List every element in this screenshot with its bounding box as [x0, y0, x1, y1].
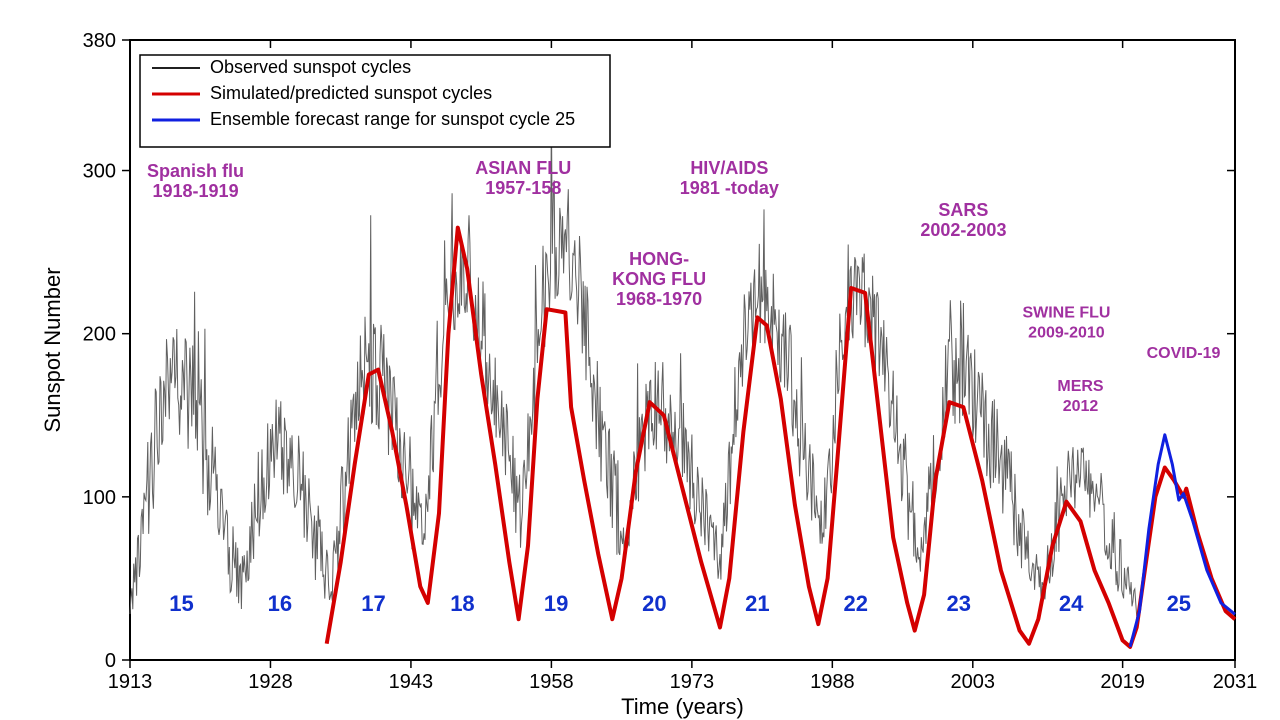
legend-label: Observed sunspot cycles — [210, 57, 411, 77]
x-tick-label: 1928 — [248, 671, 293, 693]
cycle-number: 17 — [361, 591, 385, 616]
pandemic-annotation: HONG- — [629, 249, 689, 269]
cycle-number: 18 — [450, 591, 474, 616]
pandemic-annotation: ASIAN FLU — [475, 158, 571, 178]
y-tick-label: 100 — [83, 487, 116, 509]
pandemic-annotation: 2002-2003 — [920, 220, 1006, 240]
y-tick-label: 300 — [83, 161, 116, 183]
y-tick-label: 0 — [105, 650, 116, 672]
pandemic-annotation: 1981 -today — [680, 178, 779, 198]
x-tick-label: 1958 — [529, 671, 574, 693]
x-tick-label: 2003 — [951, 671, 996, 693]
pandemic-annotation: HIV/AIDS — [690, 158, 768, 178]
pandemic-annotation: SARS — [938, 200, 988, 220]
pandemic-annotation: 1957-158 — [485, 178, 561, 198]
cycle-number: 19 — [544, 591, 568, 616]
x-tick-label: 1913 — [108, 671, 153, 693]
x-tick-label: 1973 — [670, 671, 715, 693]
legend-label: Simulated/predicted sunspot cycles — [210, 83, 492, 103]
sunspot-chart: 1913192819431958197319882003201920310100… — [0, 0, 1280, 720]
x-tick-label: 1943 — [389, 671, 434, 693]
cycle-number: 23 — [947, 591, 971, 616]
x-tick-label: 1988 — [810, 671, 855, 693]
pandemic-annotation: 1918-1919 — [153, 181, 239, 201]
x-axis-label: Time (years) — [621, 694, 744, 719]
cycle-number: 25 — [1167, 591, 1191, 616]
cycle-number: 20 — [642, 591, 666, 616]
pandemic-annotation: 2009-2010 — [1028, 324, 1105, 341]
pandemic-annotation: 2012 — [1063, 398, 1099, 415]
cycle-number: 22 — [843, 591, 867, 616]
y-axis-label: Sunspot Number — [40, 267, 65, 432]
pandemic-annotation: SWINE FLU — [1022, 304, 1110, 321]
pandemic-annotation: COVID-19 — [1147, 345, 1221, 362]
y-tick-label: 200 — [83, 324, 116, 346]
pandemic-annotation: KONG FLU — [612, 269, 706, 289]
legend-label: Ensemble forecast range for sunspot cycl… — [210, 109, 575, 129]
chart-svg: 1913192819431958197319882003201920310100… — [0, 0, 1280, 720]
x-tick-label: 2019 — [1100, 671, 1145, 693]
pandemic-annotation: 1968-1970 — [616, 289, 702, 309]
cycle-number: 21 — [745, 591, 769, 616]
pandemic-annotation: MERS — [1057, 378, 1104, 395]
cycle-number: 16 — [268, 591, 292, 616]
cycle-number: 15 — [169, 591, 193, 616]
x-tick-label: 2031 — [1213, 671, 1258, 693]
y-tick-label: 380 — [83, 30, 116, 52]
cycle-number: 24 — [1059, 591, 1084, 616]
pandemic-annotation: Spanish flu — [147, 161, 244, 181]
